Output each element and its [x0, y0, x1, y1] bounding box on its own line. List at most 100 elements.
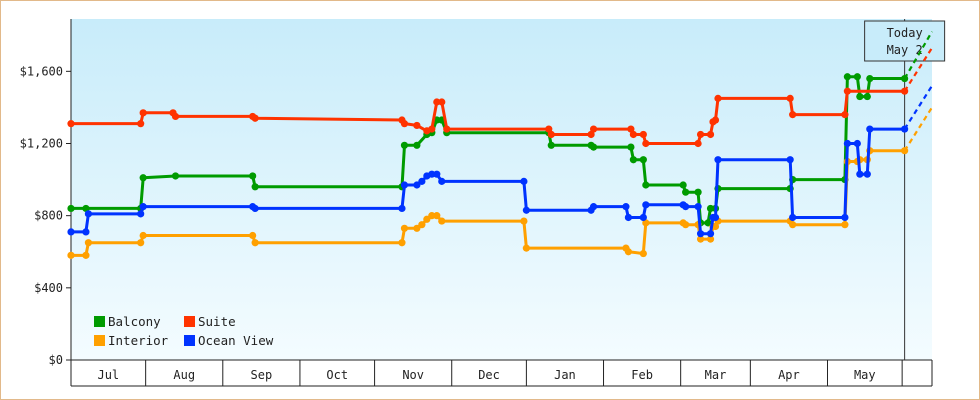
data-point	[843, 139, 851, 148]
legend-swatch	[184, 316, 195, 327]
data-point	[629, 156, 637, 164]
x-tick-label: Feb	[631, 368, 653, 382]
today-box	[864, 20, 946, 62]
series-line	[71, 149, 905, 257]
legend-swatch	[94, 335, 105, 346]
data-point	[433, 98, 441, 106]
data-point	[853, 139, 861, 148]
y-tick-label: $0	[49, 353, 63, 367]
data-point	[706, 235, 715, 243]
legend-swatch	[94, 316, 105, 327]
x-tick-label: Mar	[705, 368, 727, 382]
data-point	[679, 181, 687, 189]
data-point	[438, 98, 446, 106]
legend-label: Balcony	[108, 314, 161, 329]
data-point	[841, 213, 849, 222]
data-point	[438, 217, 446, 225]
data-point	[694, 139, 702, 148]
data-point	[866, 125, 874, 133]
data-point	[400, 141, 409, 149]
data-point	[82, 251, 90, 259]
data-point	[694, 188, 702, 196]
data-point	[682, 221, 690, 229]
data-point	[642, 219, 650, 227]
data-point	[413, 181, 421, 189]
data-point	[520, 217, 528, 225]
data-point	[706, 204, 715, 213]
series-line	[71, 127, 905, 236]
data-point	[786, 156, 794, 164]
data-point	[901, 125, 909, 133]
data-point	[139, 203, 147, 211]
data-point	[694, 203, 702, 211]
data-point	[251, 239, 259, 247]
legend-label: Suite	[198, 314, 236, 329]
series-ocean-view	[67, 85, 933, 238]
data-point	[711, 213, 720, 222]
data-point	[856, 170, 864, 178]
data-point	[67, 228, 75, 236]
data-point	[789, 221, 797, 229]
data-point	[901, 87, 909, 95]
data-point	[545, 125, 553, 133]
data-point	[642, 181, 650, 189]
data-point	[714, 94, 722, 102]
x-tick-label: Sep	[251, 368, 273, 382]
series-line	[71, 75, 905, 225]
data-point	[704, 219, 712, 227]
today-date-label: May 2	[887, 43, 923, 57]
data-point	[901, 74, 909, 83]
x-tick-label: Jul	[97, 368, 119, 382]
data-point	[433, 212, 441, 220]
data-point	[639, 130, 647, 139]
data-point	[400, 181, 409, 189]
data-point	[711, 222, 720, 231]
data-point	[82, 204, 90, 213]
y-tick-label: $400	[34, 281, 63, 295]
y-tick-label: $800	[34, 209, 63, 223]
data-point	[139, 174, 147, 182]
x-tick-label: Aug	[173, 368, 195, 382]
data-point	[398, 239, 406, 247]
legend-swatch	[184, 335, 195, 346]
data-point	[624, 248, 633, 256]
data-point	[789, 213, 797, 222]
data-point	[139, 231, 147, 240]
data-point	[522, 244, 530, 252]
data-point	[443, 125, 451, 133]
data-point	[843, 73, 851, 81]
data-point	[67, 120, 75, 128]
data-point	[786, 94, 794, 102]
data-point	[682, 203, 690, 211]
data-point	[863, 170, 871, 178]
data-point	[706, 130, 715, 139]
x-tick-label: Oct	[326, 368, 348, 382]
data-point	[639, 213, 647, 222]
data-point	[413, 224, 421, 232]
data-point	[696, 230, 705, 238]
data-point	[866, 74, 874, 83]
data-point	[627, 143, 635, 151]
data-point	[856, 92, 864, 101]
data-point	[624, 213, 633, 222]
data-point	[711, 116, 720, 124]
data-point	[413, 121, 421, 130]
data-point	[249, 172, 257, 180]
data-point	[789, 111, 797, 119]
data-point	[696, 235, 705, 243]
series-projection	[903, 31, 933, 80]
data-point	[400, 224, 409, 232]
data-point	[589, 125, 598, 133]
data-point	[714, 156, 722, 164]
data-point	[682, 188, 690, 196]
x-tick-label: May	[854, 368, 876, 382]
data-point	[627, 125, 635, 133]
x-tick-label: Dec	[478, 368, 500, 382]
data-point	[587, 130, 595, 139]
data-point	[84, 239, 93, 247]
data-point	[696, 130, 705, 139]
data-point	[139, 109, 147, 117]
x-tick-label: Nov	[402, 368, 424, 382]
data-point	[642, 201, 650, 209]
data-point	[863, 92, 871, 101]
